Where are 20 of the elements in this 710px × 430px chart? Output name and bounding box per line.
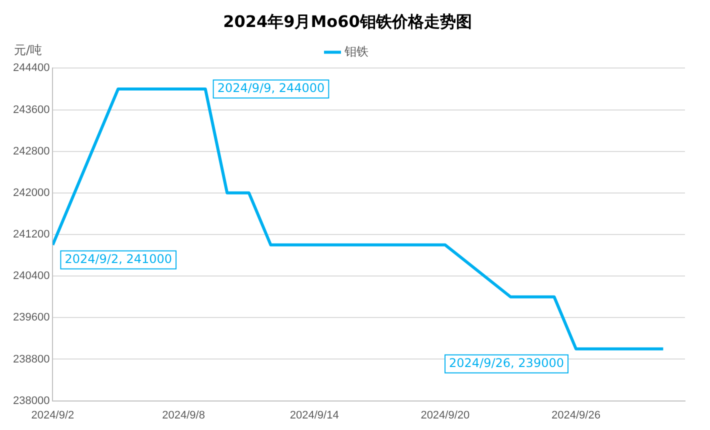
chart-title: 2024年9月Mo60钼铁价格走势图 bbox=[223, 12, 472, 31]
y-tick-label: 240400 bbox=[12, 270, 50, 282]
x-tick-label: 2024/9/20 bbox=[420, 409, 470, 422]
annotation: 2024/9/9, 244000 bbox=[217, 81, 325, 96]
x-tick-label: 2024/9/14 bbox=[290, 409, 339, 422]
annotation: 2024/9/26, 239000 bbox=[449, 356, 564, 370]
x-tick-label: 2024/9/26 bbox=[552, 409, 600, 422]
y-tick-label: 244400 bbox=[12, 62, 50, 74]
y-axis-title: 元/吨 bbox=[14, 42, 42, 59]
annotation: 2024/9/2, 241000 bbox=[64, 252, 172, 266]
y-tick-label: 243600 bbox=[12, 104, 50, 116]
y-tick-label: 242000 bbox=[12, 186, 50, 199]
y-tick-label: 239600 bbox=[12, 312, 50, 324]
x-tick-label: 2024/9/8 bbox=[162, 409, 205, 422]
y-tick-label: 238000 bbox=[12, 394, 50, 407]
y-tick-label: 241200 bbox=[12, 228, 50, 241]
x-tick-label: 2024/9/2 bbox=[31, 409, 74, 422]
legend-label: 钼铁 bbox=[344, 44, 368, 59]
y-tick-label: 242800 bbox=[12, 145, 50, 158]
y-tick-label: 238800 bbox=[12, 353, 50, 366]
